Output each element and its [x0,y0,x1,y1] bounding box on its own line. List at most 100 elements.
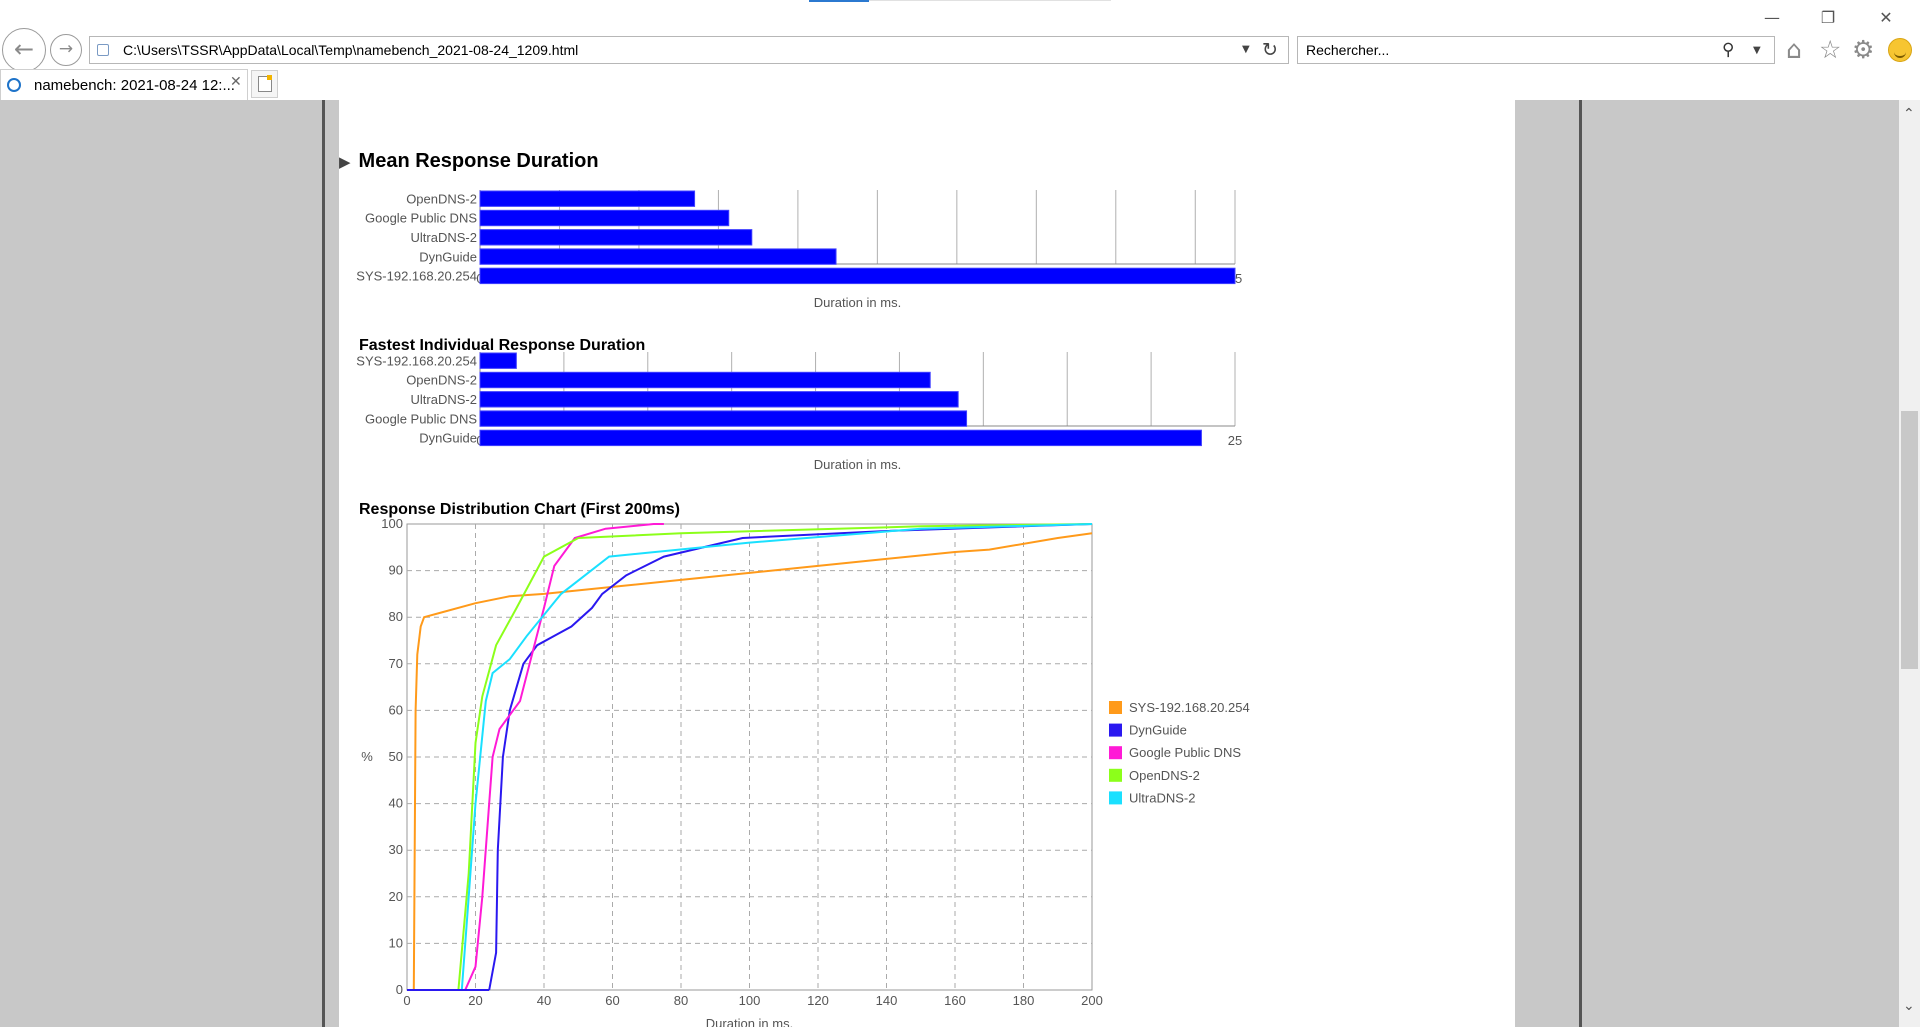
mean-bar [479,190,696,207]
address-bar[interactable]: C:\Users\TSSR\AppData\Local\Temp\nameben… [89,36,1289,64]
mean-bar [479,267,1236,285]
dist-series-line [412,532,1093,991]
scroll-up-icon[interactable]: ⌃ [1903,106,1915,122]
mean-bar [479,229,753,246]
dist-series-line [460,523,1093,991]
dist-xtick-label: 100 [739,993,761,1008]
dist-xtick-label: 40 [537,993,551,1008]
expand-triangle-icon[interactable]: ▶ [339,153,351,171]
loading-indicator [809,0,869,2]
dist-ytick-label: 10 [389,935,403,950]
dist-xtick-label: 140 [876,993,898,1008]
tab-close-icon[interactable]: ✕ [230,74,242,90]
page-file-icon [97,44,109,56]
mean-response-title: Mean Response Duration [358,150,599,172]
minimize-button[interactable]: — [1764,8,1780,27]
dist-legend-swatch [1109,791,1122,805]
dist-ytick-label: 20 [389,889,403,904]
fastest-category-label: SYS-192.168.20.254 [356,353,477,368]
fastest-category-label: OpenDNS-2 [406,373,477,388]
restore-button[interactable]: ❐ [1820,8,1836,27]
fastest-response-title: Fastest Individual Response Duration [359,337,646,354]
dist-ytick-label: 90 [389,563,403,578]
dist-xtick-label: 0 [403,993,410,1008]
dist-xtick-label: 200 [1081,993,1103,1008]
dist-ytick-label: 100 [381,518,403,531]
fastest-tick-label: 25 [1228,433,1242,448]
dist-ytick-label: 40 [389,796,403,811]
fastest-category-label: UltraDNS-2 [411,392,477,407]
back-icon: ← [13,35,35,63]
dist-ytick-label: 30 [389,842,403,857]
search-icon[interactable]: ⚲ [1722,40,1735,60]
dist-legend-label: DynGuide [1129,723,1187,738]
forward-button[interactable]: → [50,34,82,66]
dist-series-line [457,523,1093,991]
dist-ytick-label: 60 [389,702,403,717]
new-tab-button[interactable] [251,70,278,98]
dist-legend-swatch [1109,746,1122,760]
scroll-down-icon[interactable]: ⌄ [1903,998,1915,1014]
dist-ytick-label: 80 [389,609,403,624]
vertical-scrollbar[interactable]: ⌃ ⌄ [1899,100,1920,1027]
dist-xtick-label: 80 [674,993,688,1008]
dist-ytick-label: 50 [389,749,403,764]
mean-bar [479,248,837,265]
mean-category-label: DynGuide [419,249,477,264]
dist-legend-label: UltraDNS-2 [1129,790,1195,805]
close-window-button[interactable]: ✕ [1879,8,1893,27]
dist-legend-label: OpenDNS-2 [1129,768,1200,783]
mean-response-heading[interactable]: ▶ Mean Response Duration [339,150,599,173]
dist-legend-label: SYS-192.168.20.254 [1129,700,1250,715]
address-text[interactable]: C:\Users\TSSR\AppData\Local\Temp\nameben… [123,42,579,58]
scroll-thumb[interactable] [1901,411,1918,669]
fastest-bar [479,410,968,427]
dist-legend-swatch [1109,768,1122,782]
dist-ytick-label: 0 [396,982,403,997]
dist-series-line [464,523,664,991]
mean-bar [479,209,730,227]
ie-icon [7,78,21,92]
dist-legend-swatch [1109,701,1122,714]
dist-xtick-label: 120 [807,993,829,1008]
forward-icon: → [58,39,74,59]
fastest-xlabel: Duration in ms. [814,457,901,472]
response-distribution-chart: 0 20 40 60 80 100 120 140 160 180 200 0 10 20 30 40 50 60… [361,518,1250,1027]
mean-category-label: UltraDNS-2 [411,230,477,245]
search-input[interactable]: Rechercher... [1306,42,1390,58]
home-icon[interactable]: ⌂ [1786,35,1802,64]
dist-ytick-label: 70 [389,656,403,671]
dist-legend-label: Google Public DNS [1129,745,1241,760]
mean-category-label: SYS-192.168.20.254 [356,269,477,284]
tab-namebench[interactable]: namebench: 2021-08-24 12:... ✕ [0,69,248,100]
search-dropdown-icon[interactable]: ▼ [1753,45,1761,56]
address-dropdown-icon[interactable]: ▼ [1242,44,1250,55]
dist-xlabel: Duration in ms. [706,1016,793,1027]
loading-track [869,0,1111,1]
dist-xtick-label: 20 [468,993,482,1008]
favorites-star-icon[interactable]: ☆ [1819,35,1842,64]
fastest-category-label: DynGuide [419,431,477,446]
fastest-category-label: Google Public DNS [365,411,477,426]
dist-xtick-label: 180 [1013,993,1035,1008]
dist-legend-swatch [1109,723,1122,737]
dist-ylabel: % [361,749,373,764]
fastest-response-chart: 0369121518212425SYS-192.168.20.254OpenDN… [356,352,1242,472]
dist-series-line [488,523,1093,991]
settings-gear-icon[interactable]: ⚙ [1852,35,1875,64]
dist-xtick-label: 160 [944,993,966,1008]
refresh-icon[interactable]: ↻ [1262,39,1278,61]
browser-chrome: — ❐ ✕ ← → C:\Users\TSSR\AppData\Local\Te… [0,0,1920,100]
smiley-icon[interactable] [1888,38,1912,62]
mean-xlabel: Duration in ms. [814,295,901,310]
fastest-bar [479,391,959,408]
search-box[interactable]: Rechercher... ⚲ ▼ [1297,36,1775,64]
fastest-bar [479,371,931,389]
distribution-chart-title: Response Distribution Chart (First 200ms… [359,501,680,518]
report-content: ▶Mean Response Duration 0102030405060708… [339,100,1515,1027]
mean-category-label: OpenDNS-2 [406,191,477,206]
fastest-bar [479,429,1202,447]
back-button[interactable]: ← [2,28,46,72]
fastest-bar [479,352,517,369]
